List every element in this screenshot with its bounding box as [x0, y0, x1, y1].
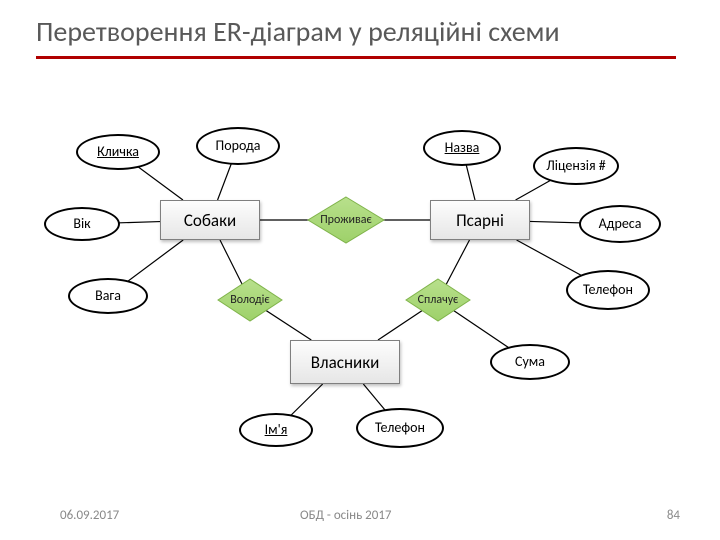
attribute-ktel: Телефон — [566, 270, 650, 310]
attribute-sum: Сума — [490, 344, 570, 380]
attribute-addr: Адреса — [579, 205, 661, 243]
relationship-pays: Сплачує — [405, 278, 471, 322]
attribute-age: Вік — [44, 207, 120, 241]
attribute-oname: Ім'я — [239, 413, 313, 447]
footer: 06.09.2017 ОБД - осінь 2017 84 — [0, 508, 720, 528]
entity-kennels: Псарні — [430, 200, 530, 240]
relationship-lives: Проживає — [307, 196, 385, 244]
attribute-weight: Вага — [68, 278, 148, 314]
footer-mid: ОБД - осінь 2017 — [300, 508, 392, 523]
attribute-kname: Назва — [423, 130, 501, 166]
relationship-owns: Володіє — [217, 278, 283, 322]
entity-owners: Власники — [290, 340, 400, 384]
entity-dogs: Собаки — [160, 200, 260, 240]
attribute-lic: Ліцензія # — [533, 147, 619, 185]
attribute-otel: Телефон — [356, 408, 444, 448]
attribute-breed: Порода — [196, 127, 280, 165]
footer-page: 84 — [667, 508, 680, 523]
footer-date: 06.09.2017 — [60, 508, 119, 523]
diagram-shapes: Собаки Псарні Власники Проживає Володіє Сплач… — [0, 0, 720, 540]
attribute-nick: Кличка — [76, 134, 160, 170]
